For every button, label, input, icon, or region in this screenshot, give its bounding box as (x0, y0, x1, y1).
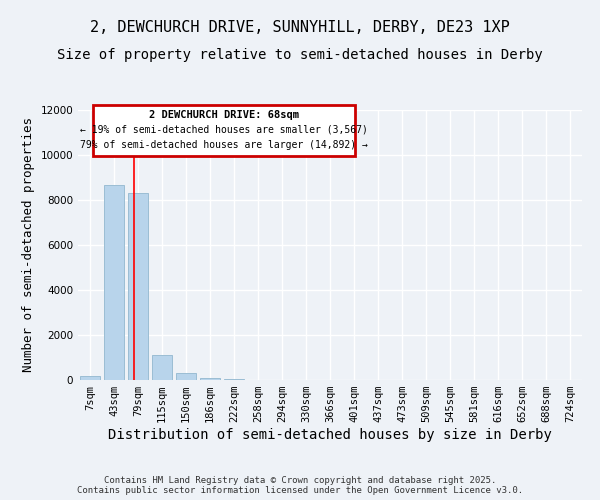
Bar (80, 376, 100, 380)
X-axis label: Distribution of semi-detached houses by size in Derby: Distribution of semi-detached houses by … (108, 428, 552, 442)
Text: Contains HM Land Registry data © Crown copyright and database right 2025.
Contai: Contains HM Land Registry data © Crown c… (77, 476, 523, 495)
Bar (128, 193, 148, 380)
Text: 2, DEWCHURCH DRIVE, SUNNYHILL, DERBY, DE23 1XP: 2, DEWCHURCH DRIVE, SUNNYHILL, DERBY, DE… (90, 20, 510, 35)
Bar (152, 355, 172, 380)
Bar (224, 379, 244, 380)
FancyBboxPatch shape (93, 104, 355, 156)
Text: 2 DEWCHURCH DRIVE: 68sqm: 2 DEWCHURCH DRIVE: 68sqm (149, 110, 299, 120)
Bar (200, 378, 220, 380)
Text: Size of property relative to semi-detached houses in Derby: Size of property relative to semi-detach… (57, 48, 543, 62)
Bar (176, 373, 196, 380)
Text: 79% of semi-detached houses are larger (14,892) →: 79% of semi-detached houses are larger (… (80, 140, 368, 149)
Text: ← 19% of semi-detached houses are smaller (3,567): ← 19% of semi-detached houses are smalle… (80, 125, 368, 135)
Y-axis label: Number of semi-detached properties: Number of semi-detached properties (22, 118, 35, 372)
Bar (104, 186, 124, 380)
